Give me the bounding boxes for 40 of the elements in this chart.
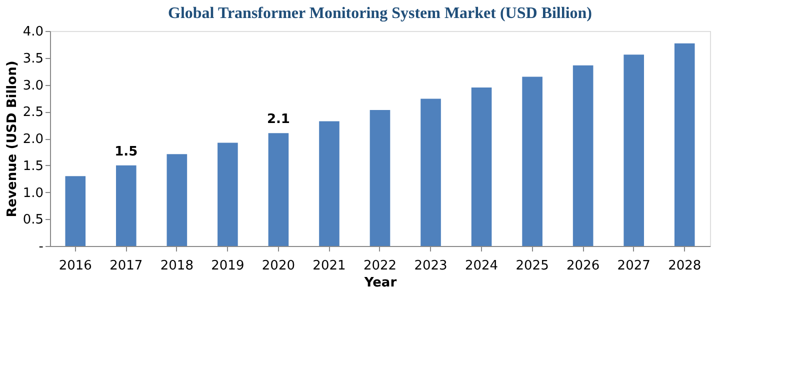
x-tick-label: 2019 [211,258,244,274]
y-tick-label: 4.0 [22,24,44,40]
x-tick-label: 2025 [516,258,549,274]
x-tick-label: 2026 [566,258,600,274]
x-axis-title: Year [363,276,398,290]
x-tick-label: 2022 [363,258,397,274]
bar [674,43,695,246]
y-tick-label: 3.0 [22,78,44,94]
x-tick-label: 2023 [414,258,448,274]
bar [522,76,542,246]
x-tick-label: 2028 [668,258,702,274]
y-tick-label: 1.0 [22,186,44,201]
bar [218,142,238,246]
x-tick-label: 2018 [160,258,194,274]
y-tick-label: 0.5 [22,212,44,228]
bar [65,176,86,246]
y-tick-label: 2.5 [22,105,44,120]
x-tick-label: 2017 [110,258,143,274]
bar [319,121,340,246]
bar [572,65,594,246]
y-tick-label: 3.5 [22,51,44,66]
y-tick-label: 1.5 [22,158,44,174]
x-tick-label: 2024 [464,258,498,274]
data-label: 2.1 [266,112,290,128]
y-tick-label: 2.0 [22,132,44,147]
data-label: 1.5 [114,144,138,160]
bar [471,87,492,246]
x-tick-label: 2027 [617,258,650,274]
x-tick-label: 2021 [312,258,346,274]
bar [116,165,136,246]
x-tick-label: 2020 [262,258,296,274]
x-tick-label: 2016 [58,258,92,274]
y-tick-label: - [38,240,44,254]
bar [166,154,188,246]
chart-title: Global Transformer Monitoring System Market (USD Billion) [168,5,592,22]
bar [268,133,289,246]
bar [624,54,644,246]
y-axis-title: Revenue (USD Billon) [4,60,20,218]
bar [420,98,441,246]
bar [370,110,390,246]
